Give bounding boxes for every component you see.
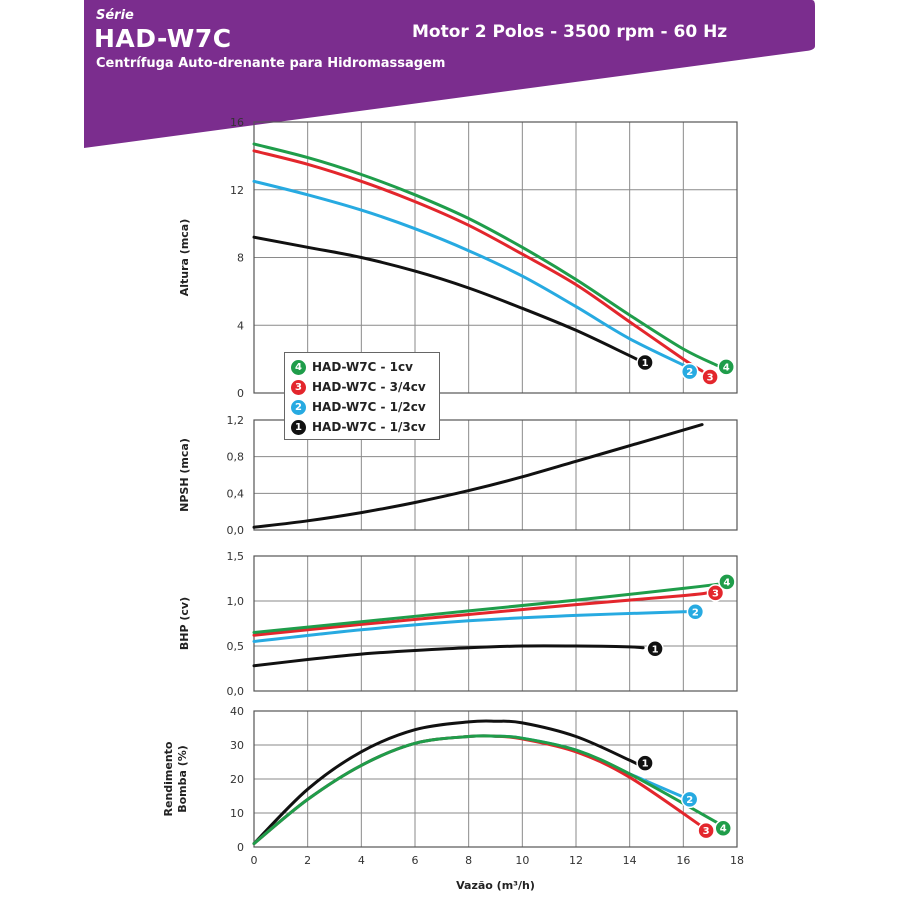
series-label: Série <box>96 8 134 23</box>
series-end-badge <box>686 603 705 621</box>
series-end-badge <box>717 358 735 376</box>
series-line <box>252 582 723 634</box>
y-axis-label: Rendimento <box>162 741 175 816</box>
series-end-badge <box>646 640 664 658</box>
series-end-badge-label: 1 <box>652 644 659 655</box>
y-tick-label: 0,4 <box>227 487 245 500</box>
series-end-badge <box>718 573 736 591</box>
y-tick-label: 20 <box>230 773 244 786</box>
x-tick-label: 18 <box>730 854 744 867</box>
y-tick-label: 0,5 <box>227 640 245 653</box>
legend-item: 1 HAD-W7C - 1/3cv <box>291 417 433 437</box>
y-tick-label: 0,0 <box>227 685 245 698</box>
series-end-badge <box>680 362 699 381</box>
series-end-badge-label: 4 <box>723 577 730 588</box>
legend-label: HAD-W7C - 1cv <box>312 360 413 374</box>
legend-label: HAD-W7C - 3/4cv <box>312 380 426 394</box>
series-line <box>252 644 645 668</box>
legend-badge: 3 <box>291 379 306 395</box>
series-end-badge <box>697 821 715 840</box>
series-end-badge <box>636 754 654 772</box>
series-line <box>252 235 645 364</box>
panel-frame <box>253 555 738 692</box>
series-end-badge-label: 2 <box>686 367 693 378</box>
x-axis-label: Vazão (m³/h) <box>456 879 535 892</box>
x-tick-label: 0 <box>251 854 258 867</box>
model-title: HAD-W7C <box>94 24 232 53</box>
y-tick-label: 10 <box>230 807 244 820</box>
legend-label: HAD-W7C - 1/2cv <box>312 400 426 414</box>
y-tick-label: 0,8 <box>227 451 245 464</box>
panel-frame <box>253 710 738 848</box>
series-line <box>252 179 691 370</box>
y-tick-label: 1,2 <box>227 414 245 427</box>
series-end-badge <box>701 368 719 386</box>
y-tick-label: 16 <box>230 116 244 129</box>
x-tick-label: 12 <box>569 854 583 867</box>
series-end-badge-label: 4 <box>723 362 730 373</box>
y-tick-label: 0 <box>237 841 244 854</box>
y-tick-label: 0,0 <box>227 524 245 537</box>
series-line <box>252 610 696 643</box>
y-tick-label: 4 <box>237 319 244 332</box>
panel-frame <box>253 121 738 394</box>
legend-item: 4 HAD-W7C - 1cv <box>291 357 433 377</box>
x-tick-label: 2 <box>304 854 311 867</box>
legend-badge: 1 <box>291 419 306 435</box>
series-end-badge-label: 3 <box>703 826 710 837</box>
panel-frame <box>253 419 738 531</box>
series-end-badge-label: 4 <box>720 824 727 835</box>
y-tick-label: 0 <box>237 387 244 400</box>
series-end-badge <box>636 353 654 372</box>
model-subtitle: Centrífuga Auto-drenante para Hidromassa… <box>96 56 446 71</box>
y-tick-label: 1,5 <box>227 550 245 563</box>
y-tick-label: 12 <box>230 184 244 197</box>
legend-label: HAD-W7C - 1/3cv <box>312 420 426 434</box>
series-end-badge <box>714 819 732 837</box>
legend-badge: 2 <box>291 399 306 415</box>
legend-badge: 4 <box>291 359 306 375</box>
x-tick-label: 10 <box>515 854 529 867</box>
series-line <box>252 142 720 368</box>
header-banner <box>84 0 815 148</box>
legend-item: 3 HAD-W7C - 3/4cv <box>291 377 433 397</box>
y-axis-label: Bomba (%) <box>176 745 189 813</box>
x-tick-label: 4 <box>358 854 365 867</box>
series-end-badge-label: 2 <box>686 795 693 806</box>
series-end-badge <box>680 790 699 809</box>
series-end-badge-label: 1 <box>642 358 649 369</box>
y-tick-label: 1,0 <box>227 595 245 608</box>
y-tick-label: 8 <box>237 252 244 265</box>
series-end-badge-label: 3 <box>707 372 714 383</box>
y-tick-label: 30 <box>230 739 244 752</box>
series-line <box>252 423 704 529</box>
series-line <box>252 591 709 637</box>
legend-item: 2 HAD-W7C - 1/2cv <box>291 397 433 417</box>
x-tick-label: 8 <box>465 854 472 867</box>
series-line <box>252 149 704 373</box>
series-end-badge-label: 1 <box>642 759 649 770</box>
x-tick-label: 16 <box>676 854 690 867</box>
series-end-badge-label: 3 <box>712 588 719 599</box>
y-axis-label: BHP (cv) <box>178 597 191 650</box>
legend: 4 HAD-W7C - 1cv 3 HAD-W7C - 3/4cv 2 HAD-… <box>284 352 440 440</box>
series-end-badge <box>706 584 725 602</box>
series-end-badge-label: 2 <box>692 607 699 618</box>
x-tick-label: 6 <box>412 854 419 867</box>
y-axis-label: NPSH (mca) <box>178 438 191 512</box>
motor-spec: Motor 2 Polos - 3500 rpm - 60 Hz <box>412 22 728 42</box>
y-tick-label: 40 <box>230 705 244 718</box>
x-tick-label: 14 <box>623 854 637 867</box>
series-line <box>252 719 645 846</box>
series-line <box>252 734 720 846</box>
y-axis-label: Altura (mca) <box>178 219 191 297</box>
